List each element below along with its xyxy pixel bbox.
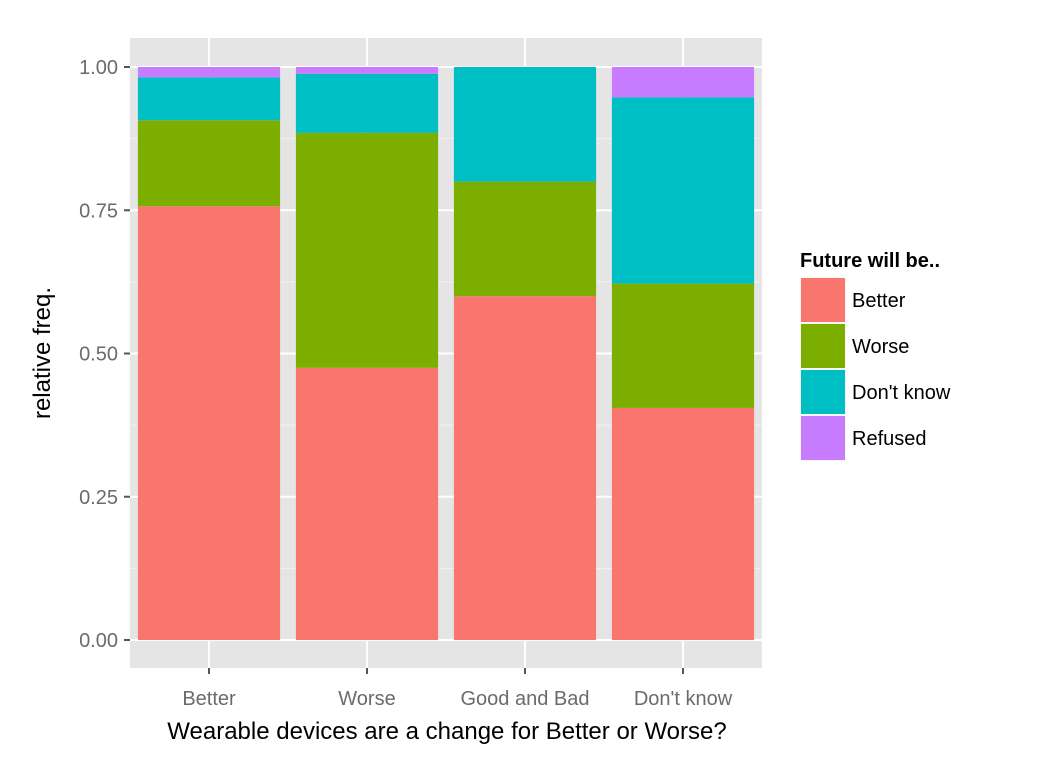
legend-label: Refused [852, 428, 927, 450]
legend-label: Don't know [852, 382, 951, 404]
bar-segment [295, 67, 439, 74]
legend: Future will be.. Better Worse Don't know Re… [799, 250, 951, 462]
x-tick-label: Don't know [634, 688, 733, 710]
bar-segment [137, 120, 281, 207]
bar-segment [295, 367, 439, 640]
legend-swatch [801, 278, 845, 322]
bar-segment [453, 181, 597, 297]
y-axis: 0.00 0.25 0.50 0.75 1.00 [79, 57, 130, 652]
x-tick-label: Good and Bad [461, 688, 590, 710]
bar-segment [295, 132, 439, 368]
legend-label: Better [852, 290, 906, 312]
legend-label: Worse [852, 336, 909, 358]
bar-segment [611, 67, 755, 98]
x-tick-label: Better [182, 688, 236, 710]
bar-segment [611, 97, 755, 284]
bar-segment [137, 77, 281, 121]
x-axis-title: Wearable devices are a change for Better… [167, 718, 726, 745]
legend-swatch [801, 324, 845, 368]
bar-segment [453, 296, 597, 640]
legend-swatch [801, 370, 845, 414]
bar-segment [137, 67, 281, 78]
bar-segment [137, 206, 281, 640]
y-tick-label: 0.75 [79, 200, 118, 222]
legend-swatch [801, 416, 845, 460]
bar-segment [611, 283, 755, 408]
bars [137, 67, 755, 640]
bar-segment [453, 67, 597, 182]
x-axis: Better Worse Good and Bad Don't know [182, 668, 733, 710]
x-tick-label: Worse [338, 688, 395, 710]
bar-segment [611, 407, 755, 640]
y-axis-title: relative freq. [29, 287, 56, 419]
y-tick-label: 1.00 [79, 57, 118, 79]
y-tick-label: 0.25 [79, 487, 118, 509]
y-tick-label: 0.00 [79, 630, 118, 652]
y-tick-label: 0.50 [79, 344, 118, 366]
bar-segment [295, 73, 439, 133]
legend-title: Future will be.. [800, 250, 940, 272]
